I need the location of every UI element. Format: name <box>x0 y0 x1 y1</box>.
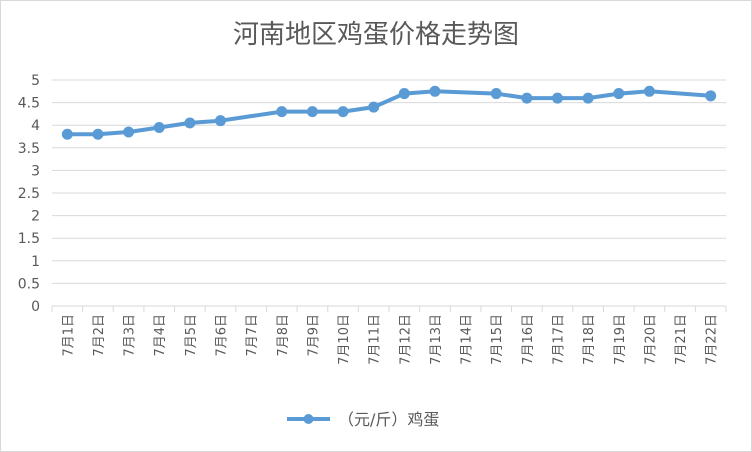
data-point <box>643 85 655 97</box>
y-tick-label: 2 <box>31 209 40 225</box>
x-tick-label: 7月20日 <box>643 314 658 365</box>
y-tick-label: 3.5 <box>18 141 40 157</box>
x-tick-label: 7月22日 <box>705 314 720 365</box>
data-point <box>153 121 165 133</box>
y-tick-label: 1 <box>31 254 40 270</box>
data-point <box>306 106 318 118</box>
x-tick-label: 7月4日 <box>153 314 168 357</box>
y-tick-label: 3 <box>31 163 40 179</box>
x-tick-label: 7月3日 <box>123 314 138 357</box>
x-tick-label: 7月15日 <box>490 314 505 365</box>
y-tick-label: 0 <box>31 299 40 315</box>
legend-label: （元/斤）鸡蛋 <box>338 410 439 429</box>
x-tick-label: 7月8日 <box>276 314 291 357</box>
x-tick-label: 7月18日 <box>582 314 597 365</box>
data-point <box>123 126 135 138</box>
x-tick-label: 7月13日 <box>429 314 444 365</box>
data-point <box>215 115 226 127</box>
x-tick-label: 7月14日 <box>460 314 475 365</box>
data-point <box>276 106 288 118</box>
data-point <box>429 85 441 97</box>
legend-marker <box>303 414 314 424</box>
y-tick-label: 4 <box>31 118 40 134</box>
data-point <box>552 92 563 104</box>
data-point <box>61 128 73 140</box>
data-point <box>184 117 196 129</box>
data-point <box>705 90 717 102</box>
y-tick-label: 1.5 <box>18 231 40 247</box>
data-point <box>613 88 625 100</box>
x-tick-label: 7月12日 <box>398 314 413 365</box>
x-tick-label: 7月9日 <box>306 314 321 357</box>
x-tick-label: 7月2日 <box>92 314 107 357</box>
x-tick-label: 7月21日 <box>674 314 689 365</box>
x-tick-label: 7月17日 <box>552 314 567 365</box>
x-tick-label: 7月7日 <box>245 314 260 357</box>
x-tick-label: 7月1日 <box>61 314 76 357</box>
data-point <box>490 88 502 100</box>
y-tick-label: 2.5 <box>18 186 40 202</box>
x-tick-label: 7月10日 <box>337 314 352 365</box>
y-tick-label: 0.5 <box>18 276 40 292</box>
data-point <box>521 92 533 104</box>
chart-title: 河南地区鸡蛋价格走势图 <box>232 20 519 50</box>
x-tick-label: 7月5日 <box>184 314 199 357</box>
data-point <box>368 101 380 113</box>
data-point <box>92 128 104 140</box>
x-tick-label: 7月16日 <box>521 314 536 365</box>
x-tick-label: 7月19日 <box>613 314 628 365</box>
y-tick-label: 4.5 <box>18 96 40 112</box>
data-point <box>398 88 410 100</box>
x-tick-label: 7月11日 <box>368 314 383 365</box>
data-point <box>337 106 349 118</box>
y-tick-label: 5 <box>31 73 40 89</box>
x-tick-label: 7月6日 <box>215 314 230 357</box>
data-point <box>582 92 594 104</box>
